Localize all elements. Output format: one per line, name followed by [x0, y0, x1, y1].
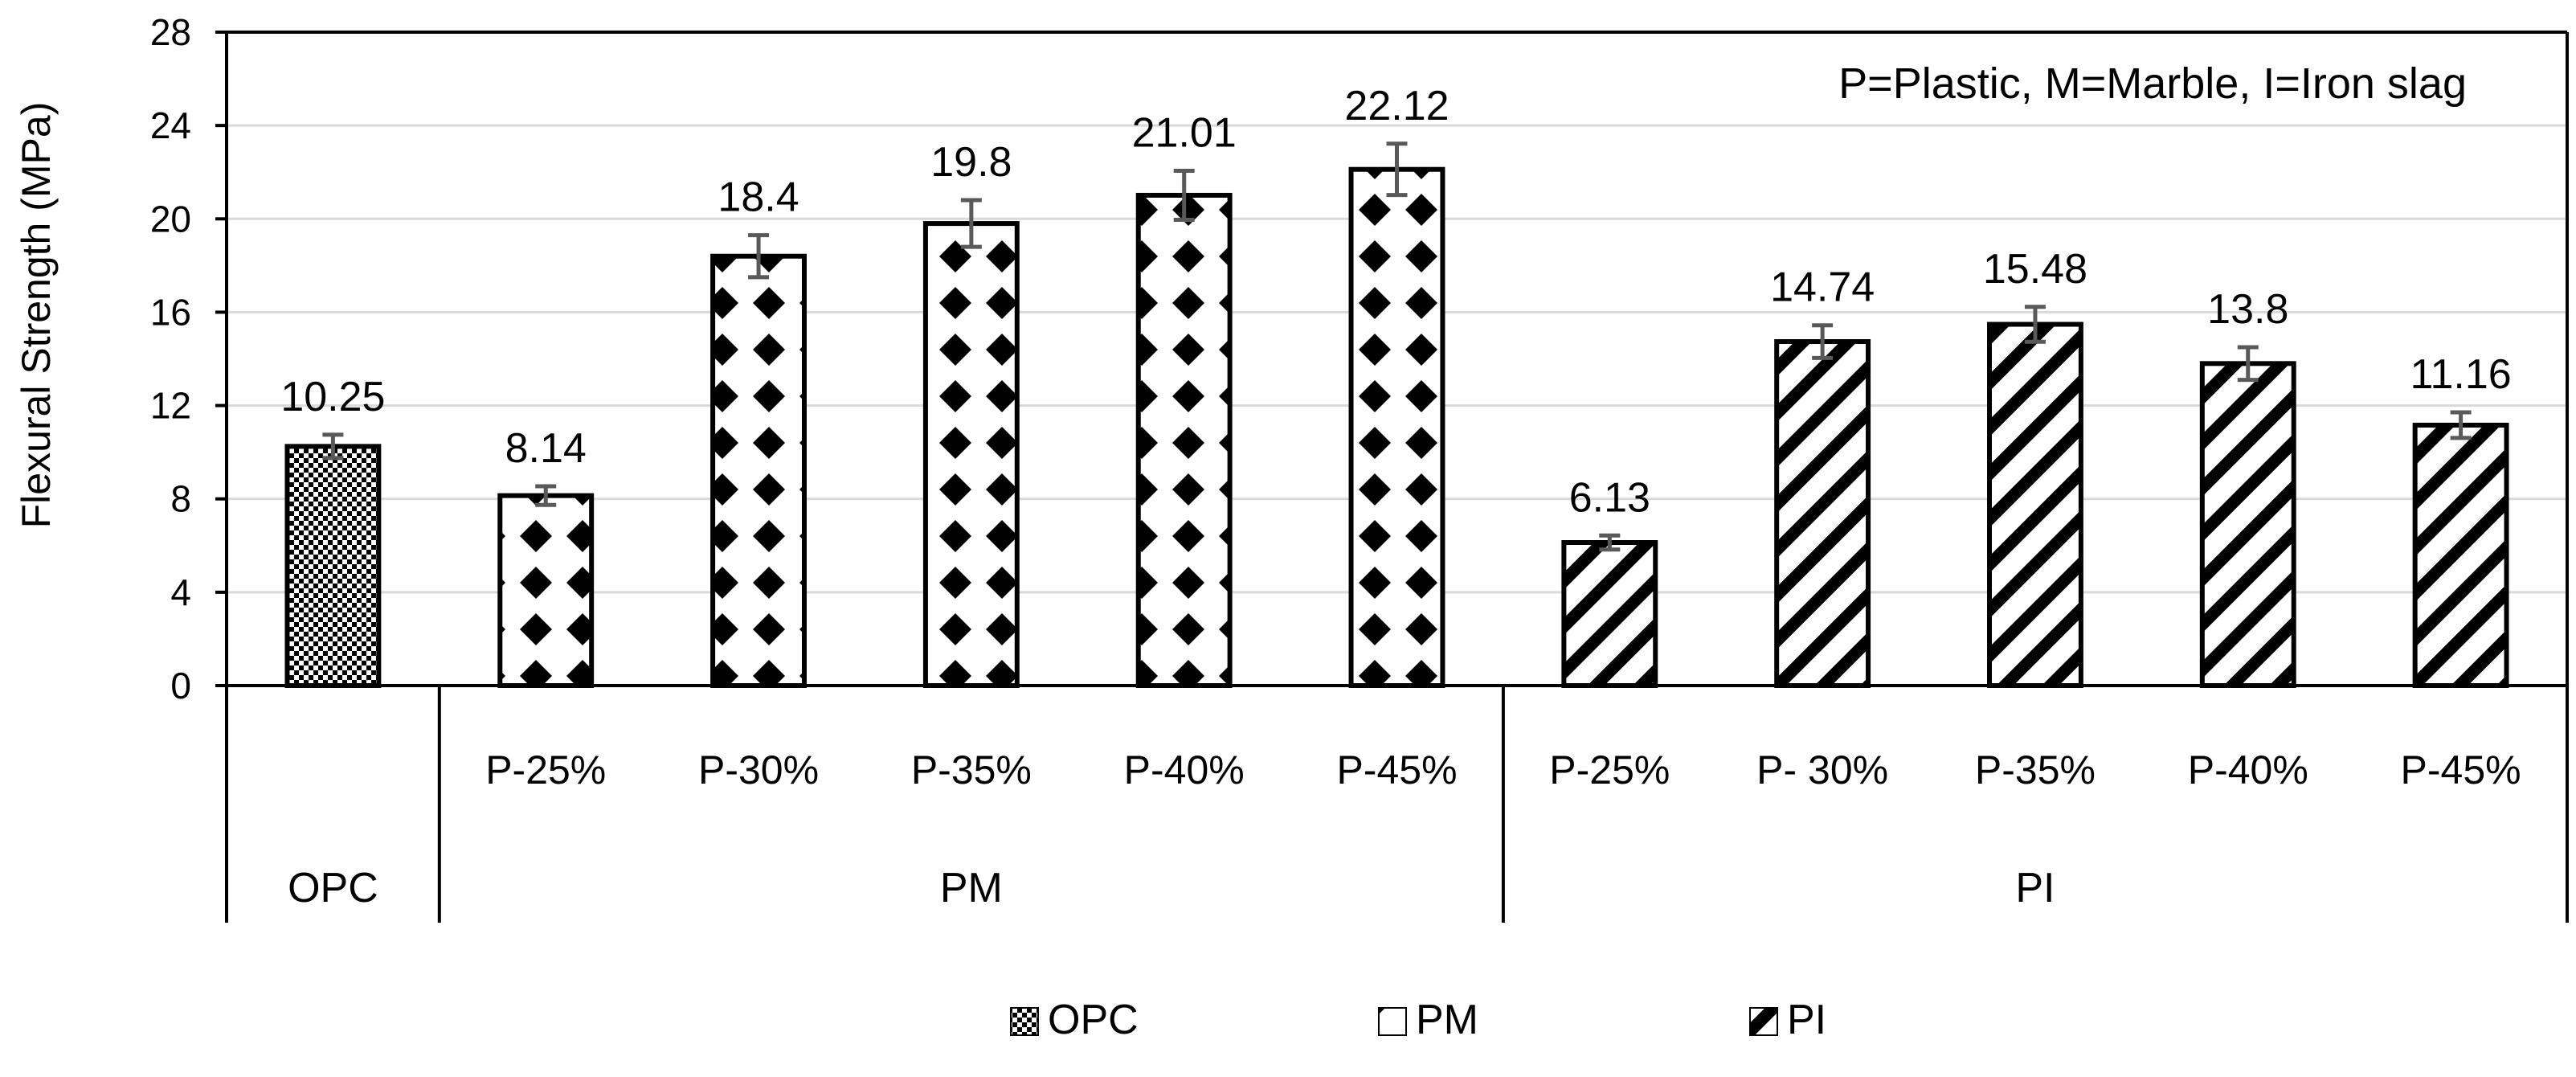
x-category-label: P- 30%: [1756, 747, 1888, 792]
bars: 10.25 8.14 18.4 19.8 21.01 22.12 6.13 14.74 15.4…: [280, 83, 2512, 689]
data-label: 8.14: [505, 425, 587, 472]
y-tick-label: 4: [170, 571, 191, 613]
data-label: 13.8: [2207, 286, 2288, 333]
x-category-label: P-35%: [1975, 747, 2096, 792]
x-category-label: P-25%: [1549, 747, 1670, 792]
x-category-label: P-40%: [1124, 747, 1245, 792]
x-group-label: OPC: [288, 865, 378, 911]
legend-label: OPC: [1048, 997, 1139, 1043]
x-group-label: PI: [2015, 865, 2055, 911]
y-tick-label: 0: [170, 665, 191, 706]
x-category-label: P-25%: [485, 747, 606, 792]
data-label: 11.16: [2410, 351, 2511, 398]
data-label: 14.74: [1770, 264, 1875, 311]
x-category-label: P-45%: [2401, 747, 2521, 792]
x-category-label: P-40%: [2188, 747, 2308, 792]
bar: [1348, 166, 1445, 689]
y-tick-label: 12: [150, 385, 191, 427]
y-tick-label: 20: [150, 198, 191, 240]
legend-swatch: [1010, 1007, 1039, 1036]
data-label: 22.12: [1344, 83, 1449, 129]
legend-label: PM: [1416, 997, 1478, 1043]
legend-swatch: [1378, 1007, 1407, 1036]
data-label: 10.25: [280, 374, 385, 420]
y-tick-label: 24: [150, 104, 191, 146]
bar: [922, 221, 1020, 689]
x-category-label: P-45%: [1336, 747, 1457, 792]
legend: OPC PM PI: [1010, 997, 1826, 1043]
x-category-label: P-30%: [698, 747, 819, 792]
y-tick-label: 16: [150, 291, 191, 333]
bar: [1774, 339, 1871, 688]
chart-annotation: P=Plastic, M=Marble, I=Iron slag: [1838, 59, 2467, 108]
legend-label: PI: [1787, 997, 1826, 1043]
bar: [1561, 540, 1658, 688]
bar: [2412, 422, 2509, 688]
data-label: 21.01: [1132, 109, 1237, 156]
y-tick-label: 8: [170, 478, 191, 520]
data-label: 15.48: [1983, 246, 2087, 293]
legend-swatch: [1749, 1007, 1778, 1036]
bar: [1135, 192, 1233, 688]
y-axis-title: Flexural Strength (MPa): [14, 102, 59, 529]
bar: [2199, 361, 2296, 688]
data-label: 19.8: [930, 139, 1012, 186]
x-group-label: PM: [940, 865, 1003, 911]
x-category-label: P-35%: [911, 747, 1032, 792]
bar: [710, 253, 807, 688]
bar: [284, 444, 382, 688]
bar: [1987, 321, 2083, 688]
axes: 0 4 8 12 16 20 24 28 P-25% P-30% P-35% P-40% P-45% P-…: [150, 11, 2569, 923]
data-label: 6.13: [1569, 474, 1650, 521]
bar: [497, 493, 595, 688]
y-tick-label: 28: [150, 11, 191, 53]
data-label: 18.4: [718, 174, 799, 221]
